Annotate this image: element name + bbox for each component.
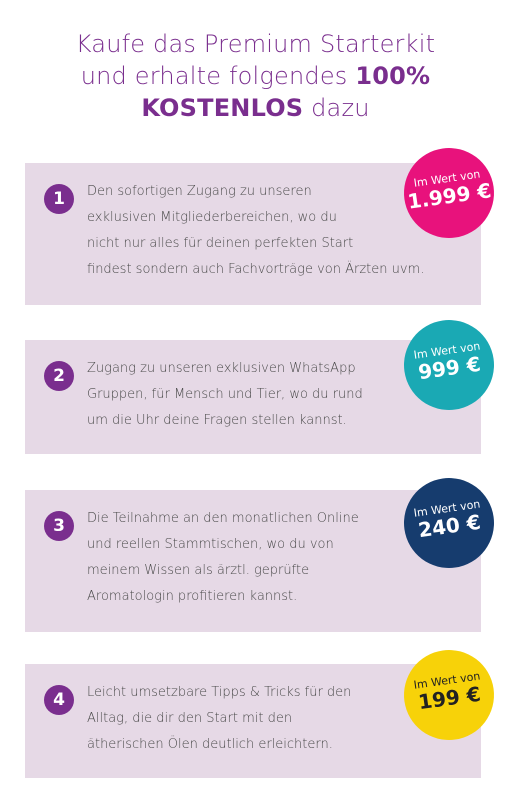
benefit-4-line-3: ätherischen Ölen deutlich erleichtern.: [87, 737, 333, 752]
headline: Kaufe das Premium Starterkit und erhalte…: [0, 28, 511, 124]
number-badge-4: 4: [44, 685, 74, 715]
benefit-1-line-2: exklusiven Mitgliederbereichen, wo du: [87, 210, 337, 225]
benefit-1-line-3: nicht nur alles für deinen perfekten Sta…: [87, 236, 354, 251]
benefit-1-line-1: Den sofortigen Zugang zu unseren: [87, 184, 312, 199]
benefit-text-3: Die Teilnahme an den monatlichen Online …: [87, 506, 387, 610]
benefit-text-4: Leicht umsetzbare Tipps & Tricks für den…: [87, 680, 387, 758]
benefit-card-2: 2 Zugang zu unseren exklusiven WhatsApp …: [25, 340, 481, 454]
number-badge-1: 1: [44, 184, 74, 214]
benefit-2-line-1: Zugang zu unseren exklusiven WhatsApp: [87, 361, 356, 376]
benefit-4-line-2: Alltag, die dir den Start mit den: [87, 711, 293, 726]
headline-free: KOSTENLOS: [141, 94, 304, 122]
benefit-3-line-3: meinem Wissen als ärztl. geprüfte: [87, 563, 310, 578]
benefit-text-1: Den sofortigen Zugang zu unseren exklusi…: [87, 179, 425, 283]
headline-line-3-text: dazu: [303, 94, 370, 122]
benefit-1-line-4: findest sondern auch Fachvorträge von Är…: [87, 262, 425, 277]
number-badge-2: 2: [44, 361, 74, 391]
headline-percent: 100%: [355, 62, 431, 90]
headline-line-3: KOSTENLOS dazu: [0, 92, 511, 124]
headline-line-2: und erhalte folgendes 100%: [0, 60, 511, 92]
benefit-2-line-2: Gruppen, für Mensch und Tier, wo du rund: [87, 387, 363, 402]
benefit-text-2: Zugang zu unseren exklusiven WhatsApp Gr…: [87, 356, 387, 434]
headline-line-1: Kaufe das Premium Starterkit: [75, 30, 436, 58]
benefit-4-line-1: Leicht umsetzbare Tipps & Tricks für den: [87, 685, 352, 700]
headline-line-2-text: und erhalte folgendes: [80, 62, 356, 90]
benefit-3-line-1: Die Teilnahme an den monatlichen Online: [87, 511, 359, 526]
benefit-3-line-2: und reellen Stammtischen, wo du von: [87, 537, 334, 552]
benefit-2-line-3: um die Uhr deine Fragen stellen kannst.: [87, 413, 347, 428]
number-badge-3: 3: [44, 511, 74, 541]
benefit-3-line-4: Aromatologin profitieren kannst.: [87, 589, 298, 604]
